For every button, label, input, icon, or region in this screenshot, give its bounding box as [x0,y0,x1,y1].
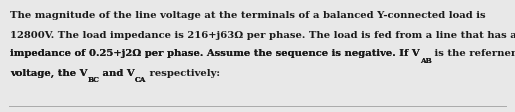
Text: and V: and V [99,68,135,77]
Text: BC: BC [88,75,99,83]
Text: impedance of 0.25+j2Ω per phase. Assume the sequence is negative. If V: impedance of 0.25+j2Ω per phase. Assume … [10,49,420,58]
Text: BC: BC [88,75,99,83]
Text: AB: AB [420,56,432,64]
Text: The magnitude of the line voltage at the terminals of a balanced Y-connected loa: The magnitude of the line voltage at the… [10,11,486,20]
Text: voltage, the V: voltage, the V [10,68,88,77]
Text: respectively:: respectively: [146,68,220,77]
Text: CA: CA [135,75,146,83]
Text: voltage, the V: voltage, the V [10,68,88,77]
Text: CA: CA [135,75,146,83]
Text: is the refernene: is the refernene [432,49,515,58]
Text: and V: and V [99,68,135,77]
Text: AB: AB [420,56,432,64]
Text: impedance of 0.25+j2Ω per phase. Assume the sequence is negative. If V: impedance of 0.25+j2Ω per phase. Assume … [10,49,420,58]
Text: 12800V. The load impedance is 216+j63Ω per phase. The load is fed from a line th: 12800V. The load impedance is 216+j63Ω p… [10,30,515,39]
